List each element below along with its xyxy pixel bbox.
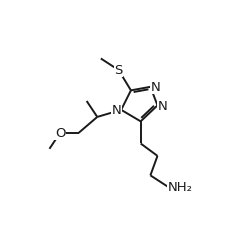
Text: S: S bbox=[114, 64, 123, 77]
Text: N: N bbox=[111, 104, 121, 117]
Text: O: O bbox=[55, 127, 65, 140]
Text: N: N bbox=[150, 81, 160, 94]
Text: NH₂: NH₂ bbox=[168, 181, 193, 194]
Text: N: N bbox=[158, 99, 167, 112]
